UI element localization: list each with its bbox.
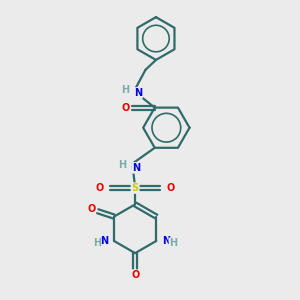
Text: O: O: [96, 183, 104, 193]
Text: N: N: [134, 88, 142, 98]
Text: N: N: [133, 163, 141, 173]
Text: O: O: [131, 270, 139, 280]
Text: S: S: [132, 183, 139, 193]
Text: N: N: [100, 236, 109, 246]
Text: H: H: [169, 238, 178, 248]
Text: H: H: [118, 160, 126, 170]
Text: O: O: [166, 183, 174, 193]
Text: H: H: [93, 238, 101, 248]
Text: O: O: [122, 103, 130, 112]
Text: N: N: [162, 236, 170, 246]
Text: H: H: [122, 85, 130, 95]
Text: O: O: [87, 204, 95, 214]
